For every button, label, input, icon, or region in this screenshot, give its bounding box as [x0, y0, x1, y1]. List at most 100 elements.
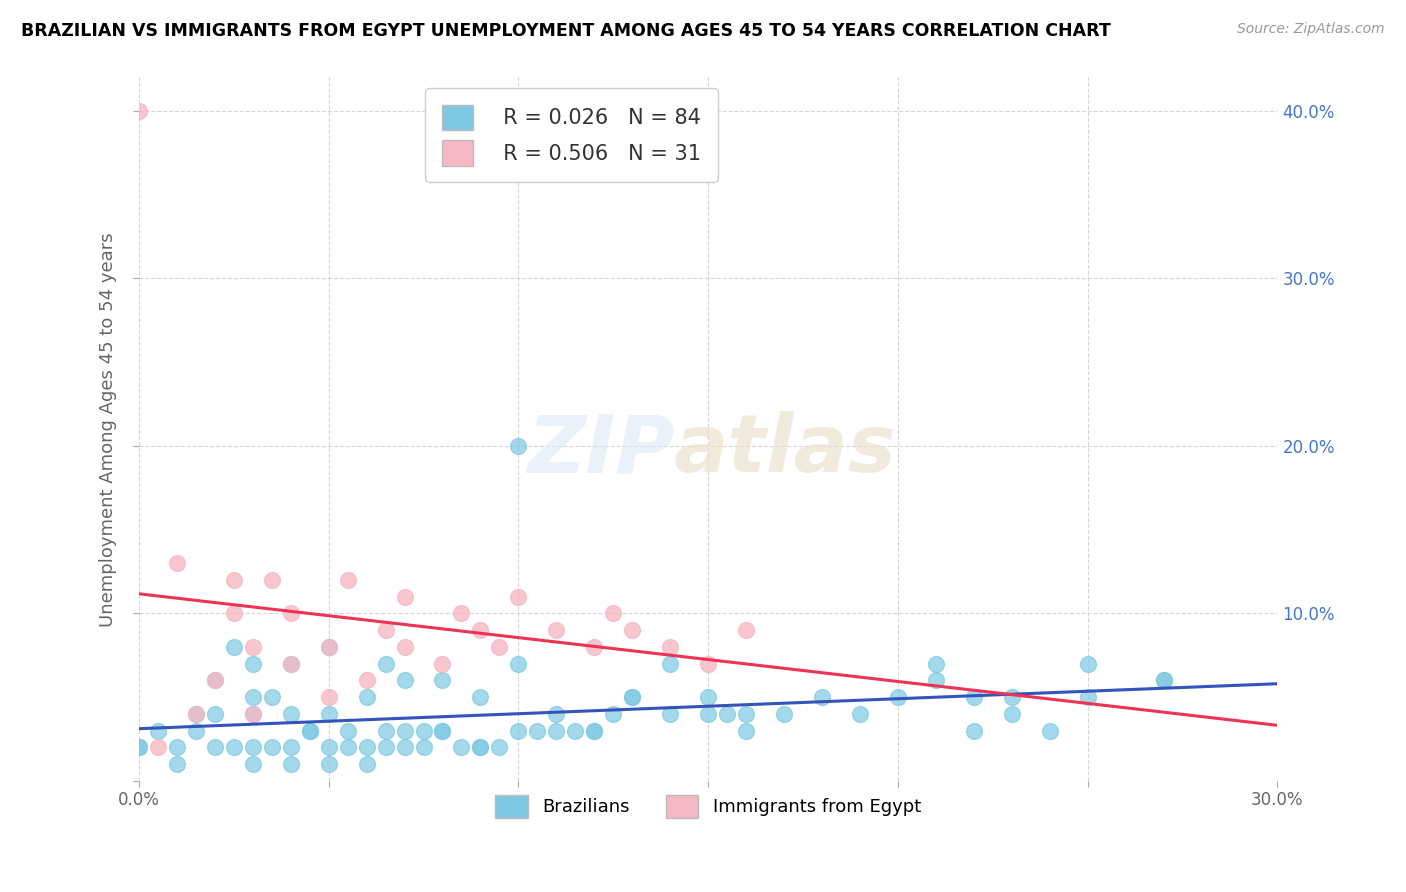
Point: [1153, 673, 1175, 688]
Point: [204, 740, 226, 755]
Point: [735, 723, 758, 738]
Point: [222, 740, 245, 755]
Point: [280, 740, 302, 755]
Point: [508, 657, 530, 671]
Point: [260, 573, 283, 587]
Point: [146, 740, 169, 755]
Point: [318, 640, 340, 654]
Point: [356, 673, 378, 688]
Point: [583, 723, 606, 738]
Point: [621, 690, 644, 705]
Point: [488, 740, 510, 755]
Point: [697, 690, 720, 705]
Point: [356, 690, 378, 705]
Point: [412, 740, 434, 755]
Text: atlas: atlas: [673, 411, 897, 490]
Point: [204, 706, 226, 721]
Point: [280, 757, 302, 772]
Point: [508, 590, 530, 604]
Point: [184, 706, 207, 721]
Text: ZIP: ZIP: [527, 411, 673, 490]
Point: [280, 657, 302, 671]
Point: [602, 607, 624, 621]
Point: [374, 740, 396, 755]
Point: [298, 723, 321, 738]
Point: [318, 740, 340, 755]
Point: [432, 723, 454, 738]
Point: [1001, 690, 1024, 705]
Point: [336, 573, 359, 587]
Point: [298, 723, 321, 738]
Point: [963, 690, 986, 705]
Point: [318, 706, 340, 721]
Point: [488, 640, 510, 654]
Point: [260, 740, 283, 755]
Point: [450, 607, 472, 621]
Point: [546, 706, 568, 721]
Point: [602, 706, 624, 721]
Point: [128, 740, 150, 755]
Point: [508, 723, 530, 738]
Point: [564, 723, 586, 738]
Point: [583, 640, 606, 654]
Point: [849, 706, 872, 721]
Point: [1077, 657, 1099, 671]
Point: [659, 640, 682, 654]
Point: [412, 723, 434, 738]
Point: [280, 657, 302, 671]
Point: [621, 690, 644, 705]
Point: [508, 439, 530, 453]
Point: [242, 706, 264, 721]
Point: [432, 723, 454, 738]
Point: [716, 706, 738, 721]
Point: [242, 640, 264, 654]
Point: [546, 723, 568, 738]
Point: [242, 706, 264, 721]
Point: [432, 657, 454, 671]
Point: [470, 740, 492, 755]
Text: Source: ZipAtlas.com: Source: ZipAtlas.com: [1237, 22, 1385, 37]
Point: [374, 624, 396, 638]
Point: [659, 657, 682, 671]
Point: [260, 690, 283, 705]
Point: [470, 624, 492, 638]
Point: [583, 723, 606, 738]
Point: [394, 673, 416, 688]
Point: [925, 673, 948, 688]
Point: [811, 690, 834, 705]
Point: [242, 657, 264, 671]
Point: [735, 624, 758, 638]
Point: [222, 607, 245, 621]
Point: [1039, 723, 1062, 738]
Point: [166, 757, 188, 772]
Point: [697, 706, 720, 721]
Point: [146, 723, 169, 738]
Point: [222, 640, 245, 654]
Point: [356, 740, 378, 755]
Point: [280, 706, 302, 721]
Point: [242, 740, 264, 755]
Point: [450, 740, 472, 755]
Point: [336, 740, 359, 755]
Point: [621, 624, 644, 638]
Point: [166, 556, 188, 570]
Point: [336, 723, 359, 738]
Legend: Brazilians, Immigrants from Egypt: Brazilians, Immigrants from Egypt: [488, 789, 928, 825]
Point: [394, 640, 416, 654]
Point: [166, 740, 188, 755]
Point: [242, 690, 264, 705]
Point: [128, 103, 150, 118]
Point: [184, 723, 207, 738]
Y-axis label: Unemployment Among Ages 45 to 54 years: Unemployment Among Ages 45 to 54 years: [100, 232, 117, 626]
Point: [318, 690, 340, 705]
Point: [1153, 673, 1175, 688]
Point: [773, 706, 796, 721]
Point: [697, 657, 720, 671]
Point: [280, 607, 302, 621]
Point: [242, 757, 264, 772]
Point: [887, 690, 910, 705]
Point: [356, 757, 378, 772]
Point: [318, 640, 340, 654]
Point: [394, 740, 416, 755]
Point: [394, 723, 416, 738]
